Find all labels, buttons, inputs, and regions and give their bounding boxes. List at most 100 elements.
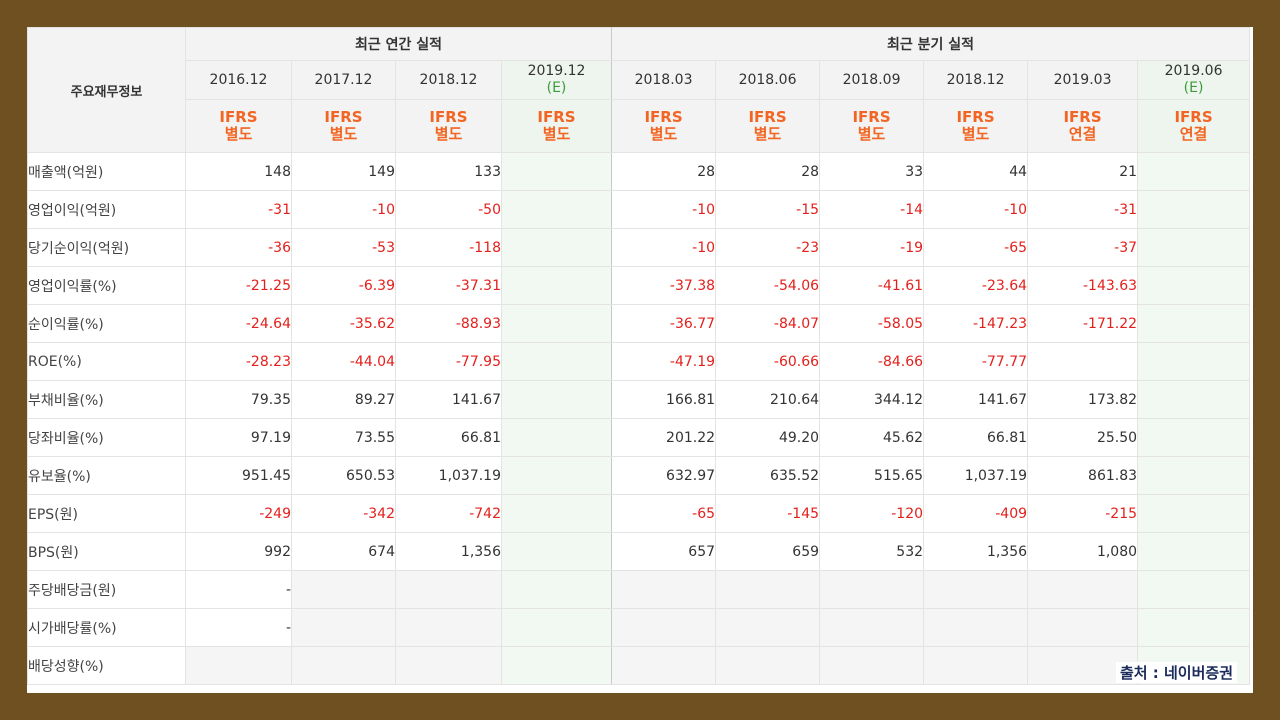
- value-cell: -24.64: [185, 304, 292, 343]
- value-cell: [500, 380, 613, 419]
- value-cell: 166.81: [611, 380, 717, 419]
- standard-header-row: IFRS 별도 IFRS 별도 IFRS 별도 IFRS 별도 IFRS 별도 IFRS 별도 IFRS…: [28, 99, 1251, 153]
- value-cell: -54.06: [715, 266, 821, 305]
- period-date: 2019.03: [1053, 71, 1112, 88]
- value-cell: -41.61: [819, 266, 925, 305]
- standard-scope: 별도: [329, 125, 358, 143]
- value-cell: 632.97: [611, 456, 717, 495]
- standard-scope: 별도: [224, 125, 253, 143]
- value-cell: -19: [819, 228, 925, 267]
- value-cell: 141.67: [395, 380, 502, 419]
- value-cell: -249: [185, 494, 292, 533]
- value-cell: 1,356: [395, 532, 502, 571]
- period-header: 2019.03: [1027, 60, 1139, 100]
- value-cell: -23: [715, 228, 821, 267]
- standard-name: IFRS: [219, 108, 258, 126]
- accounting-standard: IFRS 별도: [185, 99, 292, 153]
- value-cell: -10: [923, 190, 1029, 229]
- value-cell: 25.50: [1027, 418, 1139, 457]
- value-cell: 148: [185, 152, 292, 191]
- value-cell: 201.22: [611, 418, 717, 457]
- row-label: 순이익률(%): [27, 304, 186, 343]
- value-cell: 97.19: [185, 418, 292, 457]
- period-header: 2018.03: [611, 60, 717, 100]
- value-cell: -31: [1027, 190, 1139, 229]
- row-label: 배당성향(%): [27, 646, 186, 685]
- accounting-standard: IFRS 별도: [611, 99, 717, 153]
- table-row: 매출액(억원) 148 149 133 28 28 33 44 21: [27, 152, 1251, 191]
- standard-name: IFRS: [1174, 108, 1213, 126]
- value-cell: -143.63: [1027, 266, 1139, 305]
- value-cell: -36: [185, 228, 292, 267]
- value-cell: -36.77: [611, 304, 717, 343]
- period-date: 2018.12: [946, 71, 1005, 88]
- table-row: 당좌비율(%) 97.19 73.55 66.81 201.22 49.20 45.62 66…: [27, 418, 1251, 457]
- value-cell: -409: [923, 494, 1029, 533]
- table-row: 부채비율(%) 79.35 89.27 141.67 166.81 210.64 344.1…: [27, 380, 1251, 419]
- value-cell: -21.25: [185, 266, 292, 305]
- value-cell: [185, 646, 292, 685]
- value-cell: [500, 532, 613, 571]
- value-cell: -28.23: [185, 342, 292, 381]
- period-header: 2018.06: [715, 60, 821, 100]
- value-cell: 650.53: [291, 456, 396, 495]
- table-row: 영업이익률(%) -21.25 -6.39 -37.31 -37.38 -54.06 -41…: [27, 266, 1251, 305]
- value-cell: -145: [715, 494, 821, 533]
- row-label: 당좌비율(%): [27, 418, 186, 457]
- accounting-standard: IFRS 별도: [819, 99, 925, 153]
- standard-scope: 별도: [753, 125, 782, 143]
- value-cell: [1137, 152, 1251, 191]
- table-row: 배당성향(%): [27, 646, 1251, 685]
- value-cell: [1137, 494, 1251, 533]
- standard-name: IFRS: [852, 108, 891, 126]
- value-cell: 210.64: [715, 380, 821, 419]
- value-cell: [1137, 418, 1251, 457]
- period-header: 2018.12: [923, 60, 1029, 100]
- value-cell: [819, 608, 925, 647]
- value-cell: [395, 646, 502, 685]
- value-cell: [611, 570, 717, 609]
- value-cell: -10: [611, 228, 717, 267]
- value-cell: 635.52: [715, 456, 821, 495]
- value-cell: -77.95: [395, 342, 502, 381]
- value-cell: [291, 608, 396, 647]
- value-cell: 141.67: [923, 380, 1029, 419]
- accounting-standard: IFRS 별도: [395, 99, 502, 153]
- value-cell: -342: [291, 494, 396, 533]
- value-cell: -44.04: [291, 342, 396, 381]
- value-cell: [500, 266, 613, 305]
- value-cell: [395, 608, 502, 647]
- standard-name: IFRS: [324, 108, 363, 126]
- table-row: 주당배당금(원) -: [27, 570, 1251, 609]
- value-cell: 73.55: [291, 418, 396, 457]
- value-cell: 657: [611, 532, 717, 571]
- value-cell: 861.83: [1027, 456, 1139, 495]
- value-cell: -118: [395, 228, 502, 267]
- value-cell: -23.64: [923, 266, 1029, 305]
- value-cell: [1027, 608, 1139, 647]
- value-cell: -37.31: [395, 266, 502, 305]
- value-cell: -53: [291, 228, 396, 267]
- period-header-row: 2016.12 2017.12 2018.12 2019.12 (E) 2018.03 20…: [28, 60, 1251, 100]
- value-cell: [1137, 608, 1251, 647]
- value-cell: [500, 228, 613, 267]
- row-label: 매출액(억원): [27, 152, 186, 191]
- value-cell: 951.45: [185, 456, 292, 495]
- value-cell: [923, 570, 1029, 609]
- row-label: EPS(원): [27, 494, 186, 533]
- value-cell: [1137, 266, 1251, 305]
- table-row: 당기순이익(억원) -36 -53 -118 -10 -23 -19 -65 -37: [27, 228, 1251, 267]
- value-cell: [1137, 342, 1251, 381]
- value-cell: -58.05: [819, 304, 925, 343]
- value-cell: -50: [395, 190, 502, 229]
- value-cell: -77.77: [923, 342, 1029, 381]
- period-header: 2019.12 (E): [500, 60, 613, 100]
- value-cell: [500, 190, 613, 229]
- standard-scope: 연결: [1179, 125, 1208, 143]
- value-cell: [1027, 570, 1139, 609]
- period-header: 2018.09: [819, 60, 925, 100]
- value-cell: 515.65: [819, 456, 925, 495]
- value-cell: [1137, 228, 1251, 267]
- value-cell: [1137, 570, 1251, 609]
- period-date: 2019.06: [1164, 63, 1223, 79]
